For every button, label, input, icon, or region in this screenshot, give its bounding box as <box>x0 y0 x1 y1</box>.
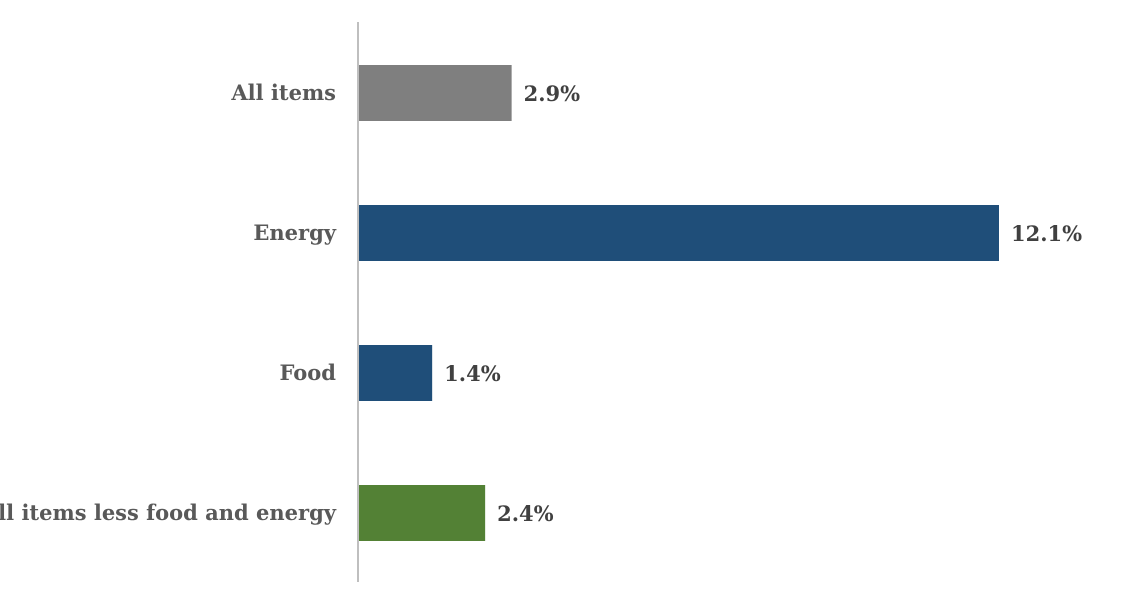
bar-food <box>358 345 433 401</box>
bar-all-items-less-food-and-energy <box>358 485 486 541</box>
category-label-all-items: All items <box>230 80 336 105</box>
category-label-all-items-less-food-and-energy: All items less food and energy <box>0 500 337 525</box>
data-label-all-items-less-food-and-energy: 2.4% <box>497 501 554 526</box>
bars-group <box>358 65 999 541</box>
data-labels: 2.9% 12.1% 1.4% 2.4% <box>444 81 1082 526</box>
data-label-all-items: 2.9% <box>524 81 581 106</box>
category-label-food: Food <box>280 360 337 385</box>
data-label-food: 1.4% <box>444 361 501 386</box>
category-label-energy: Energy <box>253 220 336 245</box>
category-labels: All items Energy Food All items less food a… <box>0 80 337 525</box>
bar-energy <box>358 205 999 261</box>
bar-all-items <box>358 65 512 121</box>
data-label-energy: 12.1% <box>1011 221 1082 246</box>
